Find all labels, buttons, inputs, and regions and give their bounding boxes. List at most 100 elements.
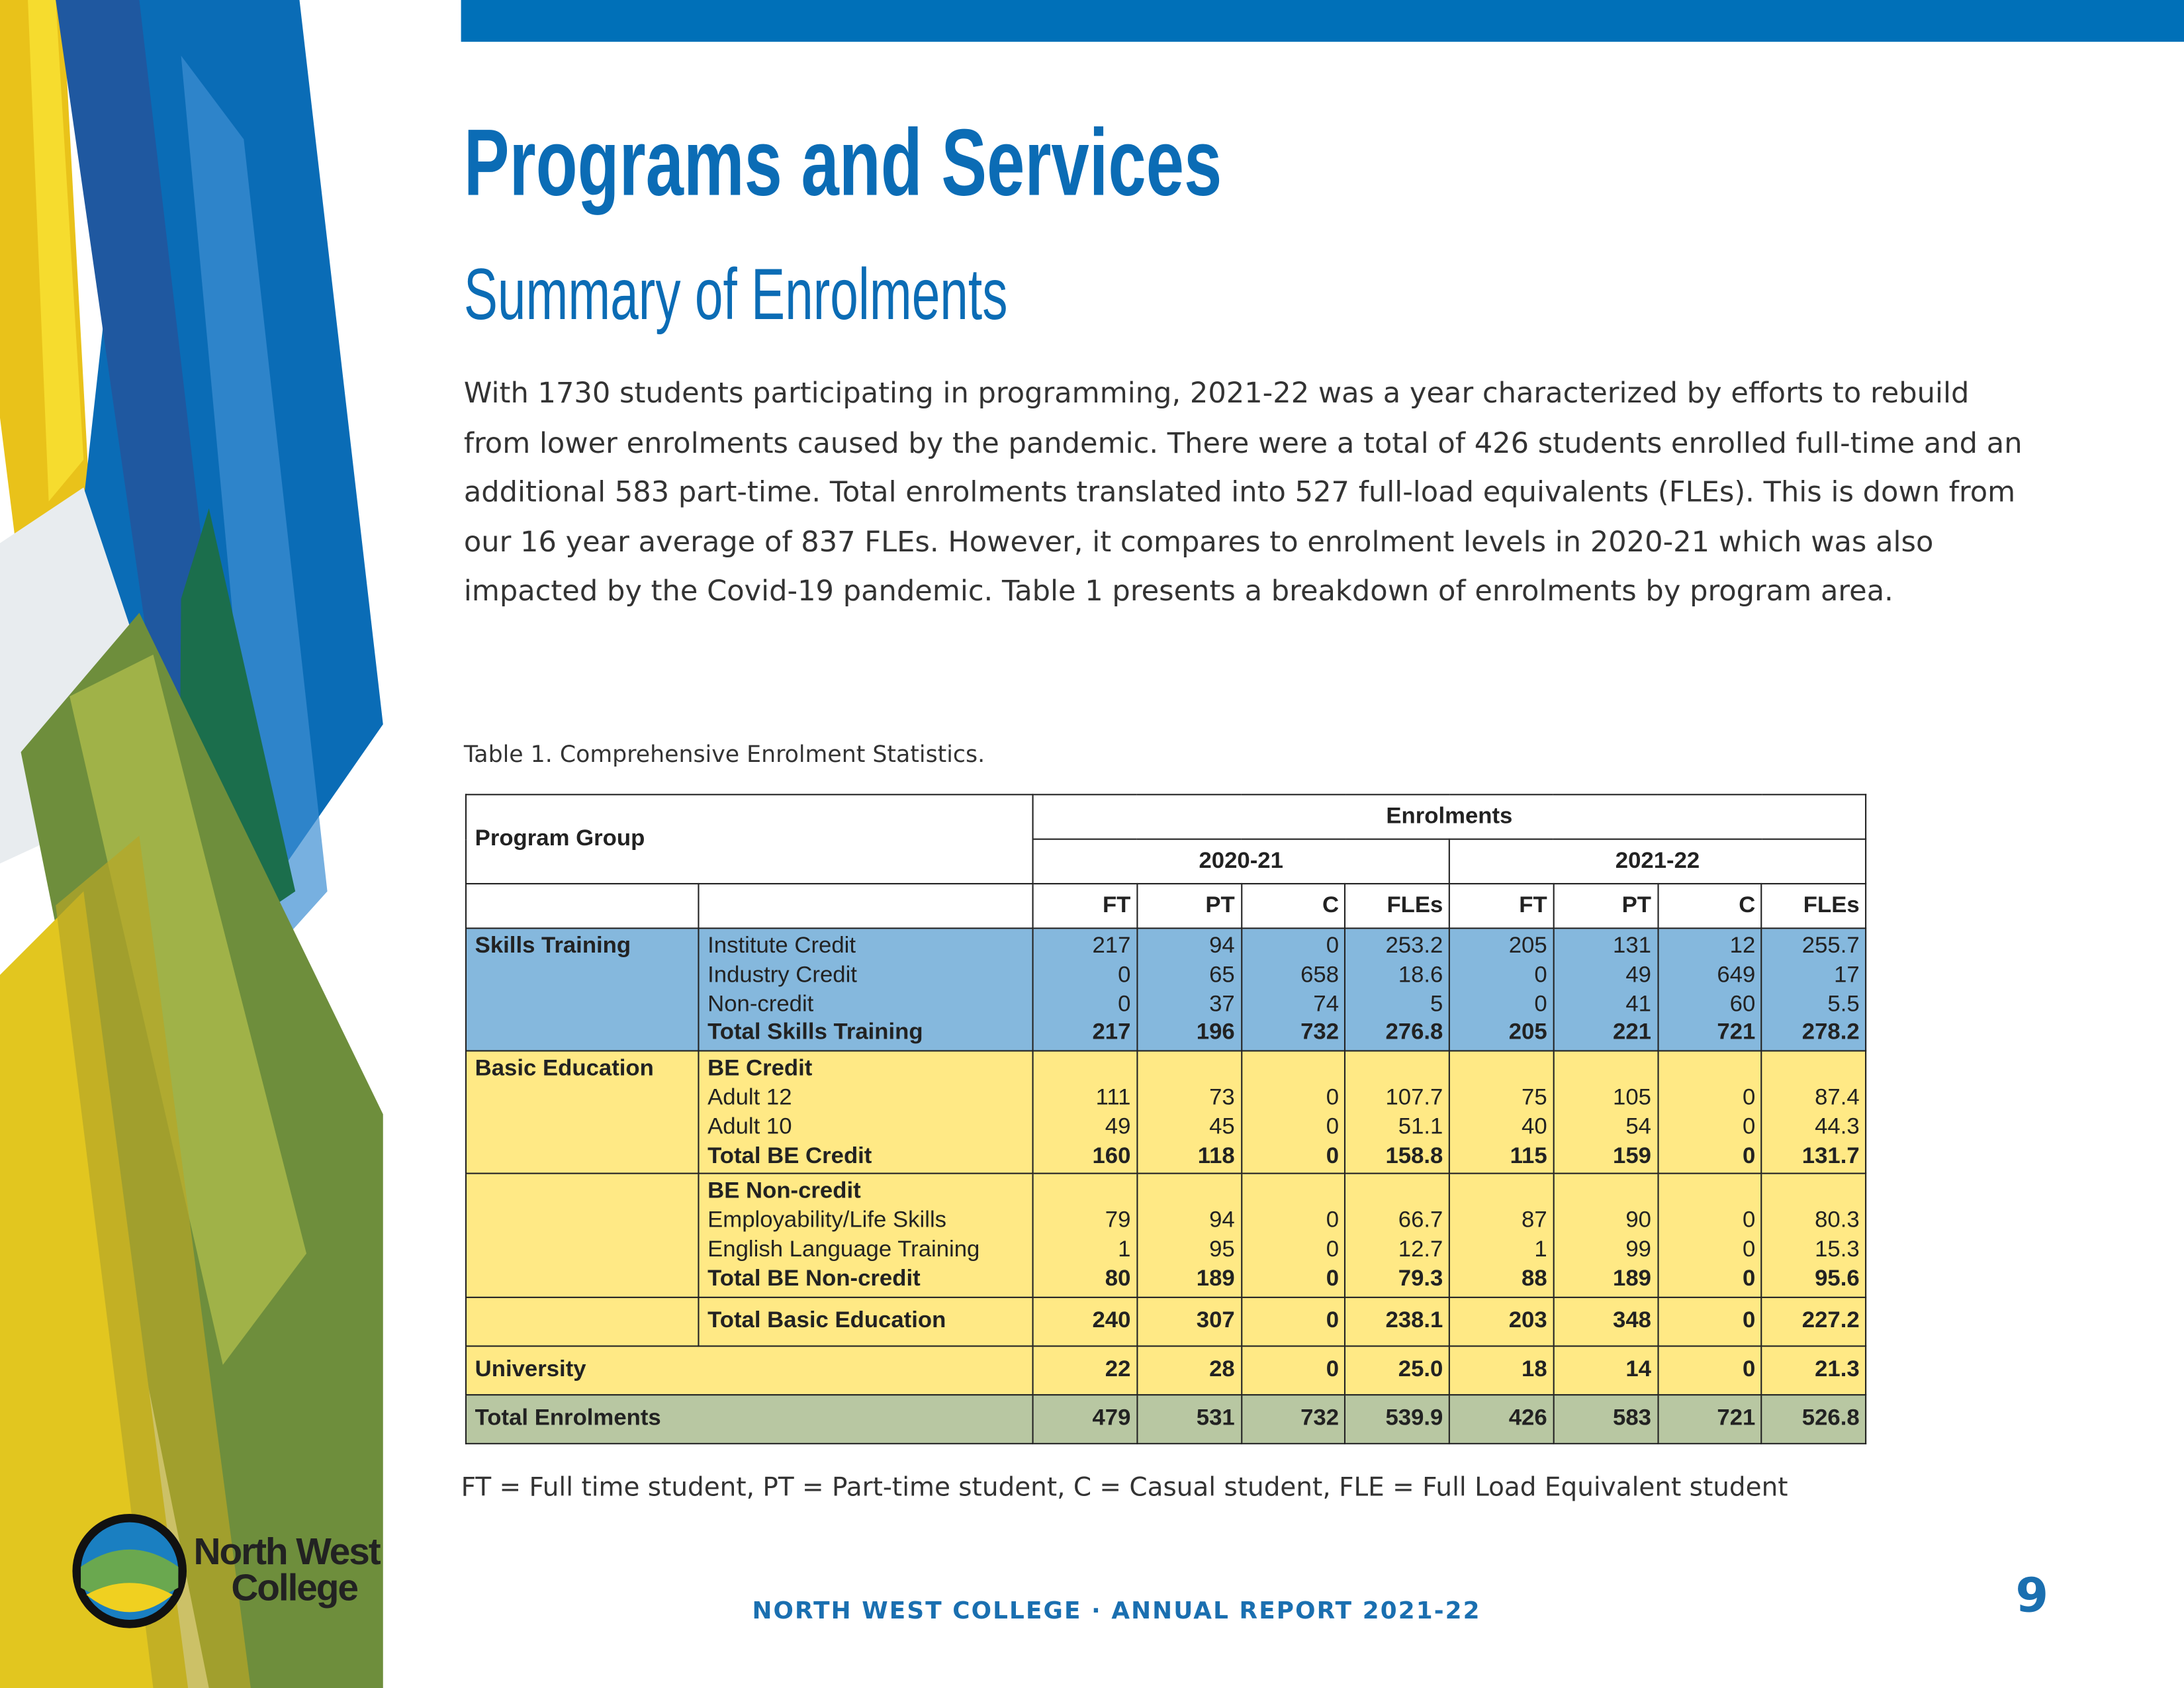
- number-cell: 426: [1448, 1393, 1555, 1444]
- cell-text: 658: [1300, 962, 1340, 988]
- number-cell: 583: [1553, 1393, 1659, 1444]
- cell-text: 0: [1326, 1356, 1340, 1382]
- number-cell: 87.4 44.3 131.7: [1760, 1050, 1867, 1175]
- cell-text: 307: [1196, 1307, 1235, 1333]
- cell-blank: [1666, 1055, 1755, 1084]
- number-cell: 25.0: [1344, 1344, 1450, 1395]
- university-row: University 22 28 0 25.0 18 14 0 21.3: [465, 1344, 1867, 1395]
- number-cell: 14: [1553, 1344, 1659, 1395]
- cell-text: 49: [1625, 962, 1652, 988]
- number-cell: 12 649 60 721: [1657, 927, 1762, 1052]
- cell-text: Non-credit: [707, 991, 814, 1017]
- number-cell: 253.2 18.6 5 276.8: [1344, 927, 1450, 1052]
- cell-text: Total Enrolments: [475, 1405, 661, 1431]
- cell-text: 87: [1522, 1207, 1547, 1233]
- cell-text: 18.6: [1398, 962, 1443, 988]
- cell-text: 37: [1209, 991, 1235, 1017]
- number-cell: 75 40 115: [1448, 1050, 1555, 1175]
- cell-text: 0: [1742, 1307, 1756, 1333]
- cell-blank: [1770, 1055, 1859, 1084]
- header-cell: FT: [1448, 882, 1555, 929]
- cell-text: 238.1: [1385, 1307, 1443, 1333]
- cell-text: 189: [1196, 1266, 1235, 1291]
- cell-text: 75: [1522, 1084, 1547, 1110]
- stripe: [56, 835, 251, 1688]
- cell-text: 205: [1508, 933, 1547, 959]
- logo-text: College: [231, 1567, 359, 1609]
- cell-blank: [1666, 1178, 1755, 1207]
- number-cell: 28: [1136, 1344, 1242, 1395]
- cell-text: 531: [1196, 1405, 1235, 1431]
- label-cell: Total Basic Education: [698, 1295, 1034, 1346]
- cell-text: 217: [1092, 1019, 1131, 1045]
- cell-text: 0: [1326, 1266, 1340, 1291]
- cell-text: 0: [1326, 933, 1340, 959]
- cell-text: Employability/Life Skills: [707, 1207, 947, 1233]
- cell-text: 0: [1118, 962, 1131, 988]
- header-cell: Program Group: [465, 794, 1034, 885]
- number-cell: 205 0 0 205: [1448, 927, 1555, 1052]
- cell-text: 40: [1522, 1113, 1547, 1139]
- cell-text: 21.3: [1815, 1356, 1860, 1382]
- number-cell: 238.1: [1344, 1295, 1450, 1346]
- cell-text: 80.3: [1815, 1207, 1860, 1233]
- number-cell: 0 658 74 732: [1240, 927, 1346, 1052]
- group-cell: [465, 1295, 700, 1346]
- cell-text: 203: [1508, 1307, 1547, 1333]
- cell-text: BE Non-credit: [707, 1178, 861, 1204]
- title: Programs and Services: [463, 110, 1222, 216]
- number-cell: 539.9: [1344, 1393, 1450, 1444]
- cell-blank: [1459, 1178, 1547, 1207]
- logo-field: [86, 1583, 173, 1613]
- subtitle: Summary of Enrolments: [463, 255, 1008, 336]
- cell-text: 205: [1508, 1019, 1547, 1045]
- header-cell: [465, 882, 700, 929]
- cell-text: BE Credit: [707, 1056, 813, 1082]
- number-cell: 732: [1240, 1393, 1346, 1444]
- cell-blank: [1563, 1178, 1651, 1207]
- cell-blank: [1042, 1178, 1130, 1207]
- cell-blank: [1770, 1178, 1859, 1207]
- cell-text: 276.8: [1385, 1019, 1443, 1045]
- number-cell: 94 65 37 196: [1136, 927, 1242, 1052]
- group-row: Skills Training Institute Credit Industry …: [465, 927, 1867, 1052]
- cell-text: 131.7: [1801, 1143, 1860, 1168]
- group-cell: Skills Training: [465, 927, 700, 1052]
- cell-text: 14: [1625, 1356, 1652, 1382]
- cell-text: 12.7: [1398, 1237, 1443, 1262]
- cell-text: 0: [1742, 1207, 1756, 1233]
- cell-blank: [1146, 1178, 1235, 1207]
- cell-text: 1: [1118, 1237, 1131, 1262]
- cell-text: 253.2: [1385, 933, 1443, 959]
- cell-text: 0: [1742, 1113, 1756, 1139]
- cell-text: 54: [1625, 1113, 1652, 1139]
- cell-text: 18: [1522, 1356, 1547, 1382]
- header-row: 2020-21 2021-22: [466, 838, 1867, 885]
- cell-text: Institute Credit: [707, 933, 856, 959]
- number-cell: 94 95 189: [1136, 1173, 1242, 1298]
- cell-blank: [1250, 1178, 1339, 1207]
- cell-text: 74: [1313, 991, 1340, 1017]
- cell-text: 0: [1326, 1207, 1340, 1233]
- header-cell: 2020-21: [1032, 838, 1450, 885]
- cell-text: 17: [1834, 962, 1860, 988]
- cell-text: 0: [1326, 1143, 1340, 1168]
- group-cell: Basic Education: [465, 1050, 700, 1175]
- number-cell: 0 0 0: [1240, 1173, 1346, 1298]
- number-cell: 240: [1032, 1295, 1138, 1346]
- table-caption: Table 1. Comprehensive Enrolment Statist…: [463, 741, 985, 768]
- footer-text: NORTH WEST COLLEGE · ANNUAL REPORT 2021-…: [752, 1597, 1481, 1626]
- header-row: FT PT C FLEs FT PT C FLEs: [465, 882, 1867, 929]
- label-cell: University: [465, 1344, 1034, 1395]
- cell-text: 73: [1209, 1084, 1235, 1110]
- cell-text: 60: [1729, 991, 1756, 1017]
- cell-text: Industry Credit: [707, 962, 857, 988]
- header-cell: C: [1657, 882, 1762, 929]
- cell-text: Basic Education: [475, 1056, 654, 1082]
- stripe: [28, 0, 84, 502]
- header-cell: 2021-22: [1448, 838, 1867, 885]
- footnote: FT = Full time student, PT = Part-time s…: [461, 1474, 1788, 1503]
- number-cell: 66.7 12.7 79.3: [1344, 1173, 1450, 1298]
- cell-text: 79.3: [1398, 1266, 1443, 1291]
